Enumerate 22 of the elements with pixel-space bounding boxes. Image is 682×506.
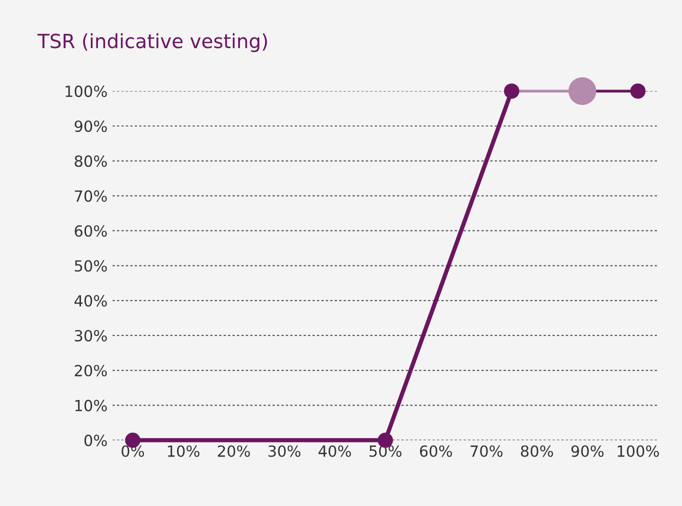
x-tick-label: 90% xyxy=(571,445,604,457)
x-tick-label: 20% xyxy=(218,445,250,457)
y-tick-label: 40% xyxy=(74,295,107,307)
x-tick-label: 40% xyxy=(318,445,351,457)
y-tick-label: 50% xyxy=(74,260,107,272)
y-tick-label: 90% xyxy=(74,120,107,132)
y-tick-label: 20% xyxy=(74,364,107,376)
chart-title: TSR (indicative vesting) xyxy=(37,33,267,52)
y-tick-label: 30% xyxy=(74,330,107,342)
x-tick-label: 10% xyxy=(168,445,200,457)
y-tick-label: 0% xyxy=(84,434,107,446)
y-tick-label: 70% xyxy=(74,190,107,202)
x-tick-label: 50% xyxy=(370,445,402,457)
x-tick-label: 30% xyxy=(268,445,300,457)
y-tick-label: 60% xyxy=(74,225,107,237)
x-tick-label: 100% xyxy=(618,445,659,457)
y-tick-label: 80% xyxy=(74,155,107,167)
y-tick-label: 10% xyxy=(75,400,107,412)
x-tick-label: 80% xyxy=(520,445,554,457)
x-tick-label: 60% xyxy=(420,445,452,457)
x-tick-label: 70% xyxy=(470,445,502,457)
y-tick-label: 100% xyxy=(66,86,107,98)
